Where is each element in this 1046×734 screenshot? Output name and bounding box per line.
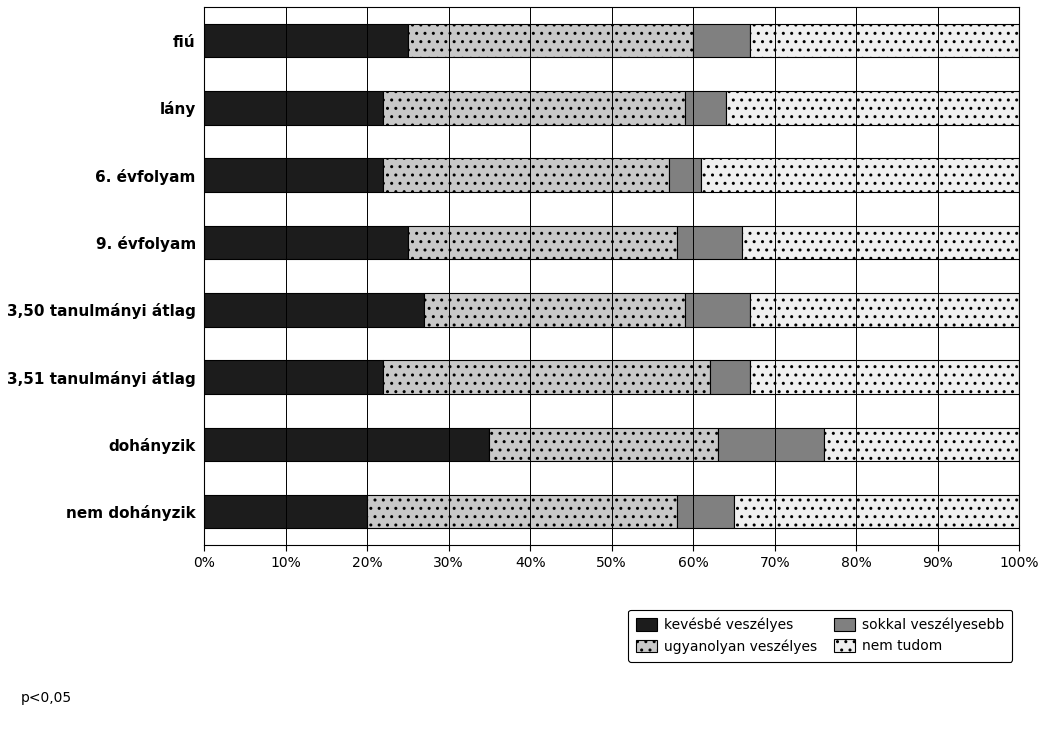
Bar <box>702 159 1019 192</box>
Bar <box>425 293 685 327</box>
Bar <box>693 23 750 57</box>
Text: p<0,05: p<0,05 <box>21 691 72 705</box>
Bar <box>384 159 668 192</box>
Bar <box>726 91 1019 125</box>
Bar <box>750 293 1019 327</box>
Legend: kevésbé veszélyes, ugyanolyan veszélyes, sokkal veszélyesebb, nem tudom: kevésbé veszélyes, ugyanolyan veszélyes,… <box>628 609 1013 662</box>
Bar <box>384 91 685 125</box>
Bar <box>685 91 726 125</box>
Bar <box>204 360 384 394</box>
Bar <box>408 225 677 259</box>
Bar <box>734 495 1019 528</box>
Bar <box>718 427 823 461</box>
Bar <box>750 360 1019 394</box>
Bar <box>204 293 425 327</box>
Bar <box>204 427 490 461</box>
Bar <box>490 427 718 461</box>
Bar <box>204 91 384 125</box>
Bar <box>384 360 709 394</box>
Bar <box>668 159 702 192</box>
Bar <box>408 23 693 57</box>
Bar <box>709 360 750 394</box>
Bar <box>204 23 408 57</box>
Bar <box>204 225 408 259</box>
Bar <box>367 495 677 528</box>
Bar <box>204 495 367 528</box>
Bar <box>823 427 1019 461</box>
Bar <box>750 23 1019 57</box>
Bar <box>677 225 743 259</box>
Bar <box>743 225 1019 259</box>
Bar <box>677 495 734 528</box>
Bar <box>685 293 750 327</box>
Bar <box>204 159 384 192</box>
